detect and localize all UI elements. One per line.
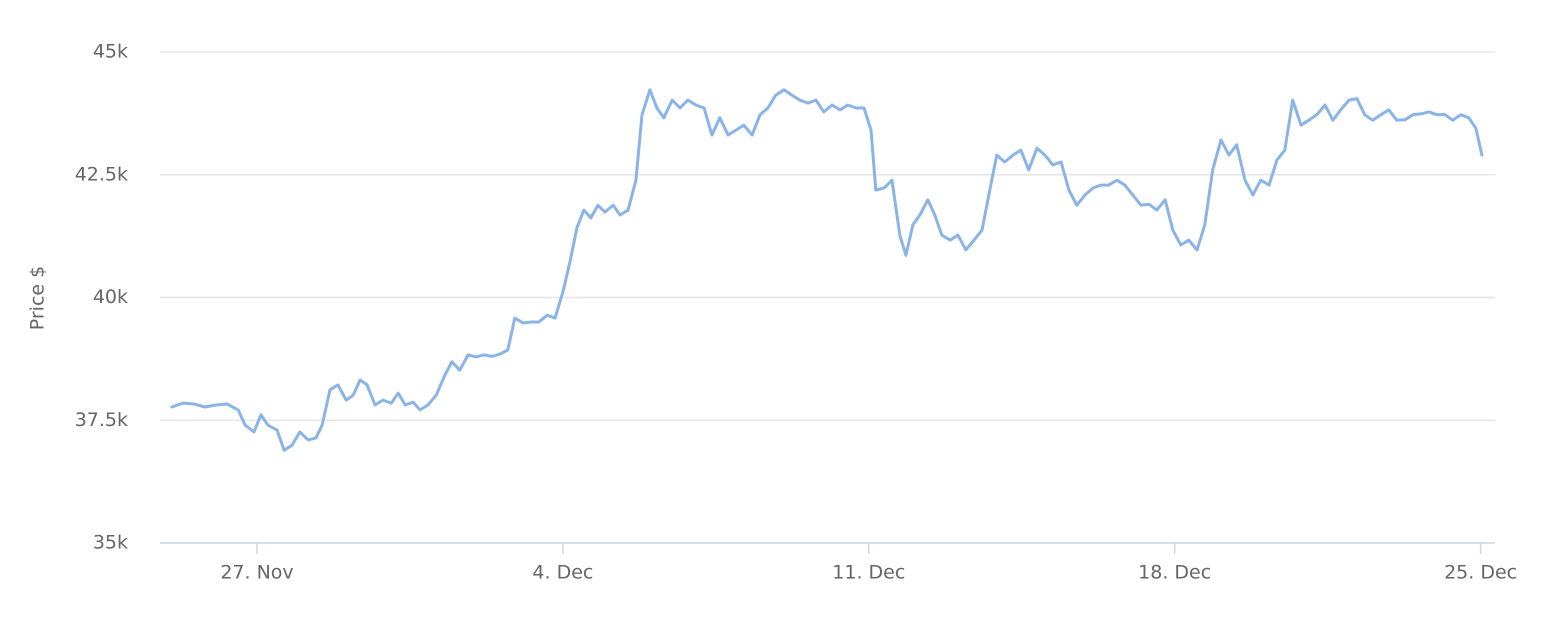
x-tick-label: 25. Dec: [1444, 562, 1517, 584]
x-tick-label: 27. Nov: [220, 562, 293, 584]
y-tick-label: 35k: [93, 532, 128, 554]
y-tick-label: 37.5k: [75, 409, 128, 431]
y-tick-label: 45k: [93, 41, 128, 63]
x-tick-label: 11. Dec: [832, 562, 905, 584]
price-line: [170, 88, 1484, 452]
y-axis-title: Price $: [27, 266, 49, 330]
x-tick-label: 18. Dec: [1138, 562, 1211, 584]
x-tick-label: 4. Dec: [532, 562, 593, 584]
y-tick-label: 40k: [93, 286, 128, 308]
y-tick-label: 42.5k: [75, 163, 128, 185]
